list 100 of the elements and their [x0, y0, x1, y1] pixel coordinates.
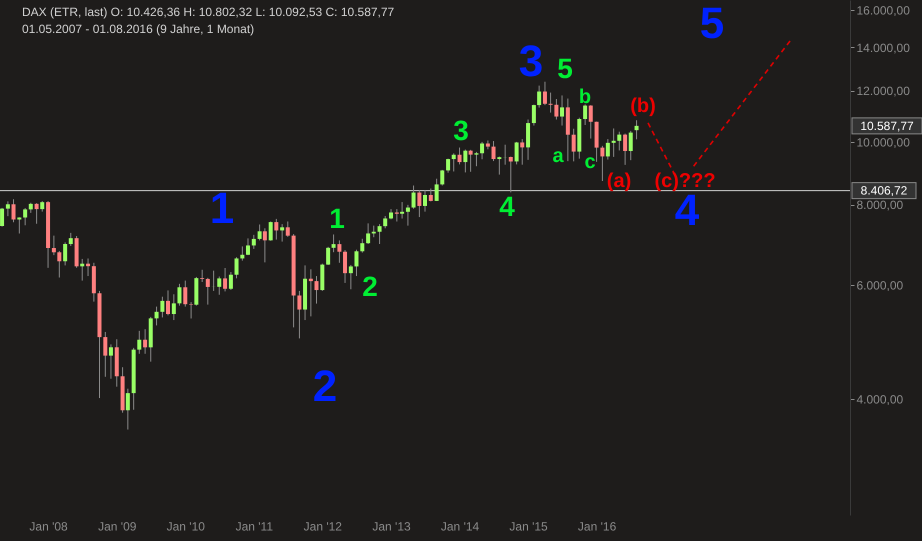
candlestick: [252, 234, 256, 250]
candlestick: [612, 128, 616, 158]
candlestick: [274, 218, 278, 240]
ref-line-label: 8.406,72: [860, 184, 908, 198]
x-tick-label: Jan '15: [509, 520, 548, 534]
chart-title: DAX (ETR, last) O: 10.426,36 H: 10.802,32 L: 10.092,53 C: 10.587,77: [22, 5, 395, 19]
candlestick: [137, 330, 142, 354]
candlestick: [183, 280, 188, 308]
candlestick: [172, 294, 176, 321]
candlestick: [548, 92, 553, 114]
x-tick-label: Jan '12: [304, 520, 342, 534]
candlestick: [600, 145, 604, 182]
candlestick: [0, 207, 4, 228]
y-tick-label: 12.000,00: [856, 84, 910, 98]
candlestick: [40, 200, 44, 212]
x-tick-label: Jan '11: [236, 520, 274, 534]
candlestick: [262, 228, 267, 263]
y-tick-label: 8.000,00: [856, 198, 904, 212]
candlestick: [583, 104, 588, 126]
candlestick: [348, 264, 353, 290]
candlestick: [177, 283, 182, 306]
candlestick: [154, 306, 159, 326]
candlestick: [537, 85, 542, 108]
x-tick-label: Jan '14: [440, 520, 480, 534]
candlestick: [628, 130, 633, 161]
x-tick-label: Jan '10: [166, 520, 206, 534]
candlestick: [23, 208, 28, 226]
candlestick: [223, 268, 228, 292]
candlestick: [634, 120, 639, 140]
candlestick: [86, 258, 90, 277]
candlestick: [406, 204, 410, 226]
candlestick: [63, 242, 68, 266]
candlestick: [234, 256, 239, 279]
candlestick: [417, 190, 422, 218]
candlestick: [606, 138, 610, 160]
candlestick: [446, 158, 450, 174]
annotation: c: [584, 151, 596, 173]
candlestick: [17, 216, 22, 234]
annotation: (a): [606, 170, 632, 192]
candlestick: [360, 238, 364, 254]
annotation: 2: [362, 271, 378, 302]
candlestick: [366, 222, 370, 244]
text: 01.05.2007 - 01.08.2016 (9 Jahre, 1 Monat): [22, 22, 254, 36]
candlestick: [68, 232, 73, 247]
candlestick: [480, 141, 484, 160]
candlestick: [217, 276, 222, 296]
y-tick-label: 6.000,00: [856, 278, 904, 293]
candlestick: [258, 224, 262, 241]
candlestick: [617, 131, 622, 151]
y-tick-label: 10.000,00: [856, 135, 910, 150]
candlestick: [554, 98, 558, 120]
candlestick: [508, 156, 513, 193]
candlestick: [623, 133, 628, 166]
candlestick: [314, 276, 318, 304]
candlestick: [383, 215, 388, 229]
candlestick: [423, 190, 427, 212]
candlestick: [326, 246, 330, 266]
annotation: 1: [329, 203, 345, 234]
candlestick: [463, 149, 468, 173]
text: 10.587,77: [860, 118, 914, 133]
annotation: 3: [453, 115, 469, 146]
candlestick: [12, 198, 16, 223]
candlestick: [228, 272, 233, 290]
annotation: 1: [210, 184, 234, 233]
candlestick: [246, 238, 250, 256]
y-tick-label: 4.000,00: [856, 392, 904, 407]
candlestick: [588, 104, 593, 140]
candlestick: [108, 344, 113, 380]
candlestick: [6, 200, 10, 217]
candlestick: [126, 388, 130, 430]
annotation: 5: [700, 0, 724, 48]
candlestick: [160, 296, 164, 318]
candlestick: [52, 235, 56, 256]
candlestick: [412, 185, 416, 210]
annotation: 3: [518, 37, 544, 86]
candlestick: [308, 268, 313, 317]
candlestick: [542, 81, 547, 106]
candlestick: [240, 246, 244, 262]
candlestick: [434, 178, 439, 202]
candlestick: [337, 240, 342, 264]
annotation: b: [578, 86, 592, 108]
candlestick: [389, 208, 394, 220]
candlestick: [354, 249, 358, 277]
annotation: 5: [557, 53, 573, 84]
candlestick: [206, 277, 210, 306]
candlestick: [103, 331, 108, 378]
candlestick: [143, 328, 148, 354]
candlestick: [332, 234, 336, 253]
candlestick: [458, 147, 462, 165]
candlestick: [286, 221, 290, 238]
x-tick-label: Jan '13: [372, 520, 412, 534]
candlestick: [297, 290, 302, 339]
annotation: (b): [630, 95, 656, 117]
candlestick: [280, 224, 284, 242]
candlestick: [520, 138, 524, 166]
candlestick: [514, 141, 519, 165]
x-tick-label: Jan '16: [578, 520, 617, 534]
candlestick: [200, 269, 204, 282]
annotation: a: [552, 145, 564, 167]
candlestick: [428, 188, 433, 202]
